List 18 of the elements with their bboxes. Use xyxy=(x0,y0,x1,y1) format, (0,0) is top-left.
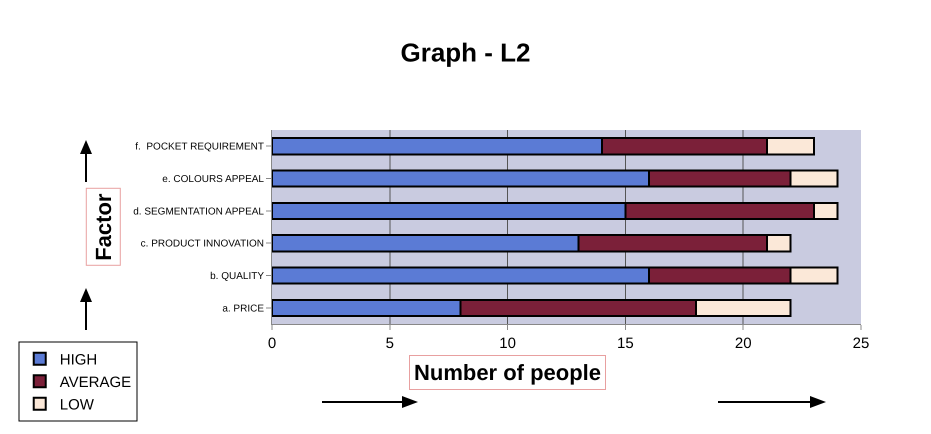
legend-label: HIGH xyxy=(60,352,98,369)
y-tick-label: c. PRODUCT INNOVATION xyxy=(140,238,264,250)
legend-label: LOW xyxy=(60,396,95,414)
x-tick-label: 0 xyxy=(268,335,276,352)
x-tick-label: 10 xyxy=(499,335,516,352)
x-tick-label: 5 xyxy=(386,335,394,352)
chart-title: Graph - L2 xyxy=(400,38,531,68)
y-tick-label: a. PRICE xyxy=(222,303,264,314)
x-tick-label: 20 xyxy=(734,335,752,352)
y-axis-title: Factor xyxy=(90,193,116,261)
y-tick-label: e. COLOURS APPEAL xyxy=(162,174,264,185)
legend-label: AVERAGE xyxy=(60,374,132,392)
y-tick-label: b. QUALITY xyxy=(210,271,264,282)
x-tick-label: 15 xyxy=(617,335,634,352)
x-axis-title: Number of people xyxy=(414,360,602,385)
y-tick-label: d. SEGMENTATION APPEAL xyxy=(133,206,264,218)
y-tick-label: f. POCKET REQUIREMENT xyxy=(135,142,264,153)
x-tick-label: 25 xyxy=(852,335,870,352)
